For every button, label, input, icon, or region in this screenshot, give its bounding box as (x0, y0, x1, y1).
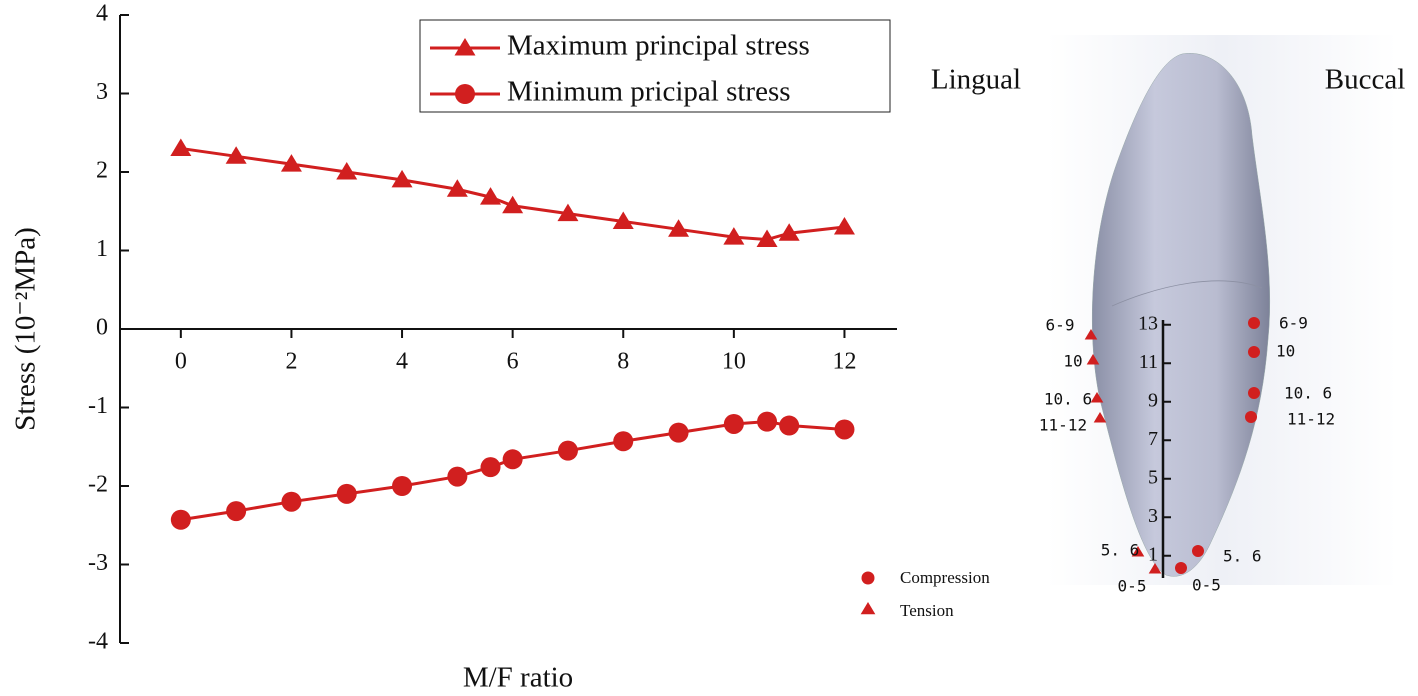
data-point (336, 483, 357, 504)
y-tick-label: 4 (96, 1, 108, 27)
data-point (480, 187, 502, 205)
legend-marker (455, 84, 475, 104)
legend-marker (861, 571, 875, 585)
data-point (557, 203, 579, 222)
lingual-label: Lingual (931, 64, 1021, 96)
point-label: 6-9 (1279, 314, 1308, 333)
y-tick-label: -1 (88, 393, 108, 419)
y-tick-label: -3 (88, 550, 108, 576)
series-line (180, 146, 845, 242)
compression-marker (1175, 562, 1187, 574)
y-tick-label: 2 (96, 158, 108, 184)
data-point (502, 195, 524, 214)
scale-label: 13 (1138, 312, 1158, 334)
data-point (225, 146, 247, 164)
data-point (170, 509, 191, 530)
data-point (723, 227, 745, 245)
data-point (723, 413, 744, 434)
point-label: 0-5 (1192, 576, 1221, 595)
x-tick-label: 12 (832, 349, 856, 375)
data-point (502, 449, 523, 470)
data-point (170, 138, 192, 156)
point-label: 6-9 (1046, 316, 1075, 335)
x-tick-label: 8 (617, 349, 629, 375)
data-point (834, 419, 855, 440)
data-point (391, 169, 413, 188)
point-label: 10 (1276, 342, 1295, 361)
data-point (613, 431, 634, 452)
y-tick-label: -4 (88, 629, 108, 655)
legend-box (419, 19, 891, 113)
data-point (281, 491, 302, 512)
tension-marker (1131, 546, 1145, 557)
compression-marker (1248, 346, 1260, 358)
legend-marker (860, 602, 876, 615)
point-label: 0-5 (1118, 577, 1147, 596)
data-point (557, 440, 578, 461)
compression-marker (1192, 545, 1204, 557)
data-point (226, 501, 247, 522)
scale-label: 1 (1148, 543, 1158, 565)
data-point (757, 411, 778, 432)
data-point (668, 219, 690, 237)
point-label: 11-12 (1039, 416, 1087, 435)
data-point (392, 476, 413, 496)
data-point (446, 179, 468, 197)
scale-label: 5 (1148, 466, 1158, 488)
series-line (180, 420, 845, 522)
tension-marker (1084, 329, 1098, 340)
data-point (336, 162, 358, 180)
legend-label: Tension (900, 601, 954, 620)
scale-label: 11 (1139, 351, 1158, 373)
x-tick-label: 4 (396, 349, 408, 375)
buccal-label: Buccal (1325, 64, 1406, 96)
data-point (480, 457, 501, 478)
scale-label: 3 (1148, 505, 1158, 527)
tooth (1091, 53, 1271, 577)
tension-marker (1093, 412, 1107, 423)
x-tick-label: 10 (722, 349, 746, 375)
legend-label: Minimum pricipal stress (507, 76, 791, 108)
x-tick-label: 2 (285, 349, 297, 375)
legend-marker (454, 38, 476, 56)
compression-marker (1248, 317, 1260, 329)
y-tick-label: 1 (96, 236, 108, 262)
x-tick-label: 0 (175, 349, 187, 375)
legend-label: Maximum principal stress (507, 30, 810, 62)
y-tick-label: -2 (88, 472, 108, 498)
x-tick-label: 6 (507, 349, 519, 375)
point-label: 10. 6 (1044, 390, 1092, 409)
scale-label: 7 (1148, 428, 1158, 450)
scale-label: 9 (1148, 389, 1158, 411)
data-point (778, 223, 800, 241)
point-label: 10. 6 (1284, 384, 1332, 403)
compression-marker (1248, 387, 1260, 399)
y-tick-label: 0 (96, 315, 108, 341)
tension-marker (1148, 563, 1162, 574)
data-point (668, 422, 689, 443)
data-point (612, 211, 634, 229)
data-point (756, 229, 778, 248)
point-label: 5. 6 (1223, 547, 1262, 566)
tension-marker (1086, 354, 1100, 365)
tooth-line (1111, 280, 1263, 307)
point-label: 10 (1063, 352, 1082, 371)
y-axis-label: Stress (10⁻²MPa) (10, 227, 42, 431)
x-axis-label: M/F ratio (463, 662, 573, 694)
data-point (833, 216, 855, 235)
data-point (447, 466, 468, 487)
point-label: 5. 6 (1101, 541, 1140, 560)
data-point (280, 154, 302, 172)
legend-label: Compression (900, 568, 990, 587)
data-point (779, 415, 800, 436)
point-label: 11-12 (1287, 410, 1335, 429)
y-tick-label: 3 (96, 79, 108, 105)
tension-marker (1090, 392, 1104, 403)
compression-marker (1245, 411, 1257, 423)
